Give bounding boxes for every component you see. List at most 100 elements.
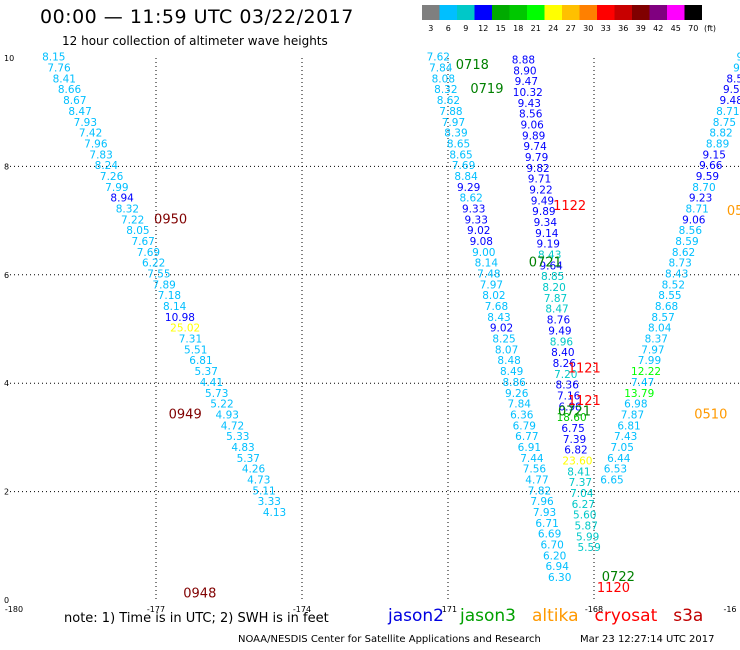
wave-height-value: 9.22: [529, 185, 552, 197]
wave-height-value: 7.69: [137, 247, 160, 259]
wave-height-value: 6.20: [543, 550, 566, 562]
wave-height-value: 9.14: [535, 228, 559, 240]
colorbar-label: 3: [428, 24, 433, 33]
wave-height-value: 9.66: [699, 160, 723, 172]
wave-height-value: 8.49: [500, 366, 523, 378]
wave-height-value: 6.69: [538, 529, 561, 541]
colorbar-swatch: [614, 5, 632, 20]
x-tick-label: -168: [585, 605, 603, 614]
wave-height-value: 6.71: [535, 518, 558, 530]
wave-height-value: 8.41: [53, 73, 76, 85]
legend-cryosat: cryosat: [594, 606, 658, 626]
wave-height-value: 8.86: [502, 377, 526, 389]
colorbar-swatch: [667, 5, 685, 20]
wave-height-value: 9.33: [465, 214, 488, 226]
y-tick-label: 6: [4, 271, 9, 280]
wave-height-value: 7.16: [557, 390, 581, 402]
wave-height-value: 8.70: [692, 182, 715, 194]
wave-height-value: 9.49: [548, 325, 571, 337]
wave-height-value: 8.02: [482, 290, 505, 302]
wave-height-value: 4.83: [231, 442, 254, 454]
footer-generated: Mar 23 12:27:14 UTC 2017: [580, 634, 715, 645]
wave-height-value: 8.62: [459, 193, 482, 205]
wave-height-value: 8.59: [675, 236, 698, 248]
colorbar-swatch: [562, 5, 580, 20]
colorbar-swatch: [649, 5, 667, 20]
wave-height-value: 7.48: [477, 269, 500, 281]
wave-height-value: 6.91: [518, 442, 541, 454]
wave-height-value: 8.43: [538, 250, 561, 262]
wave-height-value: 9.71: [528, 174, 551, 186]
wave-height-value: 5.87: [575, 521, 598, 533]
wave-height-value: 8.40: [551, 347, 574, 359]
wave-height-value: 8.39: [444, 128, 467, 140]
colorbar-label: 27: [566, 24, 576, 33]
wave-height-value: 8.56: [519, 109, 543, 121]
wave-height-value: 8.08: [432, 73, 455, 85]
colorbar-unit: (ft): [704, 24, 716, 33]
wave-height-value: 5.73: [205, 388, 228, 400]
colorbar-label: 39: [636, 24, 646, 33]
wave-height-value: 9.34: [534, 217, 558, 229]
colorbar: 3 6 9 12 15 18 21 24 27 30 33 36 39 42 45 70 (ft): [422, 5, 716, 33]
time-label: 0718: [456, 58, 489, 73]
time-label: 0721: [558, 405, 591, 420]
wave-height-value: 9.08: [470, 236, 493, 248]
legend-altika: altika: [532, 606, 579, 626]
wave-height-value: 9.43: [518, 98, 541, 110]
chart-grid: [10, 58, 740, 600]
wave-height-value: 7.42: [79, 128, 102, 140]
wave-height-value: 7.83: [89, 149, 112, 161]
colorbar-swatch: [492, 5, 510, 20]
wave-height-value: 8.68: [655, 301, 678, 313]
wave-height-value: 23.60: [562, 456, 592, 468]
wave-height-value: 7.31: [179, 334, 202, 346]
wave-height-value: 8.76: [547, 315, 571, 327]
wave-height-value: 6.65: [600, 474, 623, 486]
wave-height-value: 8.47: [545, 304, 568, 316]
wave-height-value: 10.32: [513, 87, 543, 99]
wave-height-value: 7.96: [84, 138, 108, 150]
x-tick-label: -174: [293, 605, 311, 614]
wave-height-value: 7.18: [158, 290, 181, 302]
wave-height-value: 7.56: [523, 464, 547, 476]
wave-height-value: 7.55: [147, 269, 170, 281]
wave-height-value: 8.32: [116, 203, 139, 215]
wave-height-value: 25.02: [170, 323, 200, 335]
time-label: 0721: [529, 256, 562, 271]
wave-height-value: 8.14: [475, 258, 499, 270]
wave-height-value: 6.98: [558, 401, 581, 413]
wave-height-value: 8.82: [709, 128, 732, 140]
colorbar-label: 33: [601, 24, 611, 33]
colorbar-label: 12: [478, 24, 488, 33]
wave-height-value: 7.97: [641, 344, 664, 356]
wave-height-value: 8.84: [454, 171, 478, 183]
wave-height-value: 9.82: [526, 163, 549, 175]
wave-height-value: 18.60: [557, 412, 587, 424]
wave-height-value: 7.37: [569, 477, 592, 489]
wave-height-value: 8.37: [645, 334, 668, 346]
wave-height-value: 5.37: [195, 366, 218, 378]
colorbar-swatch: [509, 5, 527, 20]
time-label: 0510: [694, 407, 727, 422]
colorbar-swatch: [597, 5, 615, 20]
colorbar-swatch: [544, 5, 562, 20]
wave-height-value: 9.7: [737, 52, 740, 64]
legend-s3a: s3a: [673, 606, 704, 626]
colorbar-swatch: [527, 5, 545, 20]
wave-height-value: 5.59: [577, 542, 600, 554]
wave-height-value: 7.87: [544, 293, 567, 305]
colorbar-label: 9: [463, 24, 468, 33]
wave-height-value: 9.0: [733, 63, 740, 75]
time-label: 05: [727, 204, 740, 219]
wave-height-value: 8.89: [706, 138, 729, 150]
wave-height-value: 8.55: [658, 290, 681, 302]
wave-height-value: 8.57: [651, 312, 674, 324]
wave-height-value: 12.22: [631, 366, 661, 378]
wave-height-value: 8.67: [63, 95, 86, 107]
header-subtitle: 12 hour collection of altimeter wave hei…: [62, 34, 328, 48]
wave-height-value: 6.27: [572, 499, 595, 511]
time-label: 1122: [553, 199, 586, 214]
time-label: 1121: [568, 394, 601, 409]
